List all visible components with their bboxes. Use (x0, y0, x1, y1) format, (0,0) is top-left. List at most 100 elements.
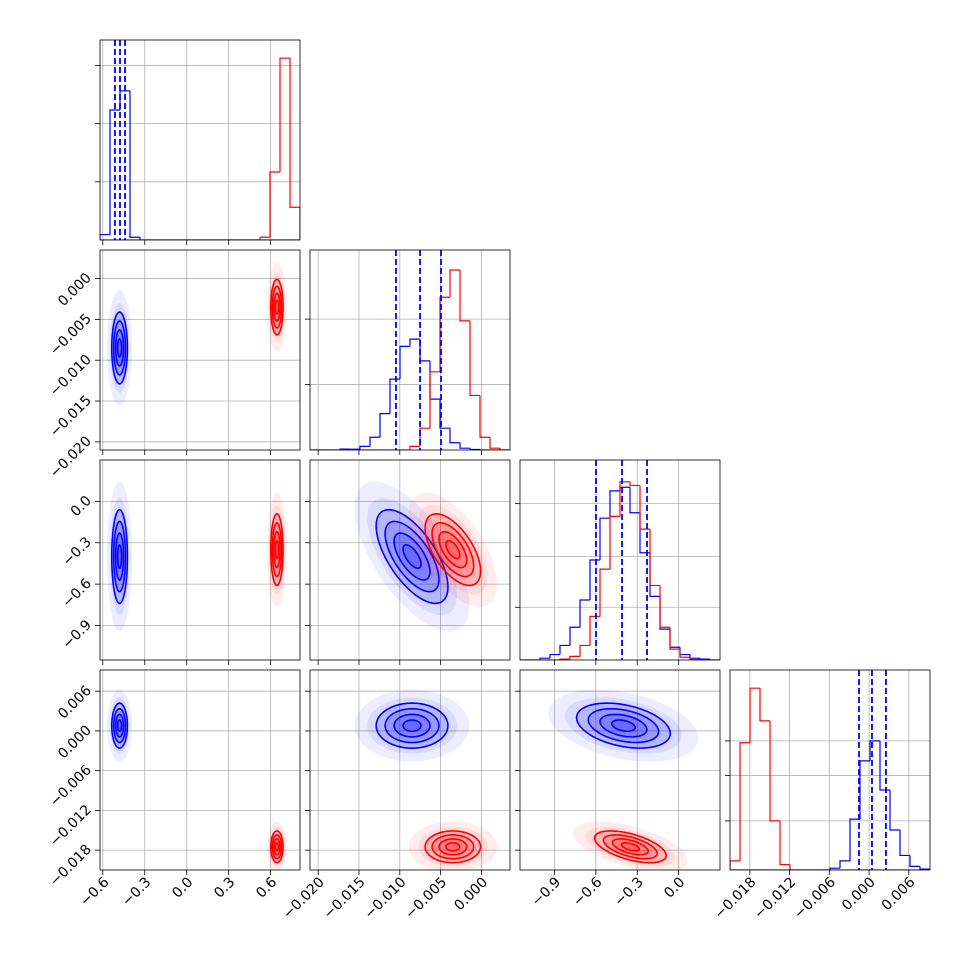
histogram-bin (559, 644, 570, 655)
histogram-bin (599, 568, 610, 617)
histogram-bin (849, 818, 860, 861)
histogram-bin (429, 371, 440, 429)
scatter-cloud (367, 697, 457, 754)
histogram-bin (609, 490, 620, 519)
scatter-cloud (269, 272, 285, 342)
histogram-bin (489, 437, 500, 449)
panel-frame (519, 669, 721, 871)
histogram-bin (889, 790, 900, 831)
contour (445, 539, 461, 560)
histogram-bin (619, 481, 630, 517)
contour (114, 329, 125, 367)
histogram-bin (789, 864, 800, 870)
histogram-bin (269, 171, 280, 238)
scatter-cloud (354, 481, 470, 632)
contour (438, 530, 468, 569)
panel-frame (519, 459, 721, 661)
scatter-cloud (572, 821, 688, 870)
histogram-bin (709, 659, 720, 660)
contour (274, 539, 280, 560)
y-tick-label: 0.000 (55, 722, 95, 762)
histogram-bin (839, 860, 850, 869)
contour (273, 530, 281, 569)
histogram-bin (669, 627, 680, 650)
histogram-bin (689, 654, 700, 659)
y-tick-label: −0.020 (47, 433, 95, 481)
histogram-bin (109, 109, 120, 235)
y-tick-label: −0.018 (47, 842, 95, 890)
panel-frame (99, 459, 301, 661)
scatter-cloud (408, 492, 498, 608)
histogram-bin (599, 517, 610, 560)
histogram-bin (919, 866, 930, 870)
contour (375, 508, 449, 605)
histogram-bin (259, 236, 270, 240)
contour (438, 838, 468, 856)
panel (100, 670, 300, 870)
panel-frame (309, 669, 511, 871)
contour (393, 532, 431, 581)
x-tick-label: −0.3 (119, 874, 154, 909)
histogram-bin (279, 57, 290, 172)
x-tick-label: 0.0 (169, 874, 196, 901)
histogram-bin (409, 445, 420, 450)
y-tick-label: −0.015 (47, 393, 95, 441)
contour (431, 521, 475, 578)
histogram-bin (579, 644, 590, 657)
contour (587, 707, 660, 744)
histogram-bin (579, 599, 590, 628)
panel (100, 460, 300, 660)
histogram-bin (689, 657, 700, 660)
histogram-bin (609, 515, 620, 570)
histogram-bin (649, 529, 660, 587)
contour (610, 719, 636, 733)
histogram-bin (699, 658, 710, 660)
y-tick-label: −0.006 (47, 762, 95, 810)
scatter-cloud (418, 826, 488, 867)
histogram-bin (439, 399, 450, 429)
histogram-bin (289, 58, 300, 240)
scatter-cloud (267, 492, 287, 608)
histogram-bin (399, 345, 410, 380)
x-tick-label: 0.6 (253, 874, 280, 901)
panel-frame (729, 669, 931, 871)
panel (310, 460, 510, 660)
scatter-cloud (107, 481, 133, 632)
histogram-bin (569, 626, 580, 646)
histogram-bin (409, 338, 420, 347)
panel-frame (99, 39, 301, 241)
contour (274, 842, 280, 852)
histogram-bin (679, 647, 690, 656)
contour (424, 512, 482, 587)
histogram-bin (679, 649, 690, 658)
scatter-cloud (408, 821, 498, 870)
scatter-cloud (107, 689, 133, 762)
histogram-bin (859, 760, 870, 820)
scatter-cloud (109, 697, 130, 754)
contour (599, 713, 648, 738)
contour (384, 520, 440, 593)
panel (730, 670, 930, 870)
x-tick-label: 0.000 (839, 874, 879, 914)
contour (620, 842, 641, 852)
x-tick-label: −0.6 (77, 874, 112, 909)
histogram-bin (639, 512, 650, 554)
contour (273, 838, 281, 856)
scatter-cloud (109, 303, 130, 393)
panel (520, 460, 720, 660)
histogram-bin (129, 90, 140, 238)
contour (114, 532, 125, 581)
scatter-cloud (269, 504, 285, 595)
y-tick-label: 0.0 (68, 493, 95, 520)
contour (393, 713, 431, 738)
histogram-bin (659, 585, 670, 628)
histogram-bin (379, 413, 390, 438)
histogram-bin (359, 445, 370, 450)
histogram-bin (499, 448, 510, 450)
x-tick-label: −0.6 (570, 874, 605, 909)
panel (100, 250, 300, 450)
scatter-cloud (367, 497, 457, 616)
histogram-bin (459, 270, 470, 322)
histogram-bin (649, 552, 660, 597)
